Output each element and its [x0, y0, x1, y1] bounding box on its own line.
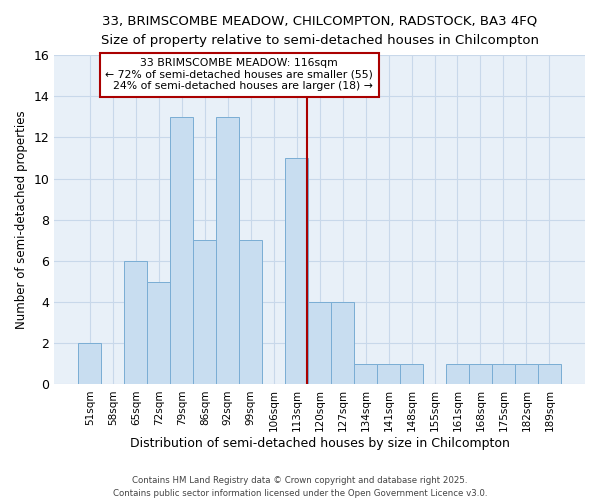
Bar: [239, 240, 262, 384]
Bar: [308, 302, 331, 384]
Bar: [492, 364, 515, 384]
Bar: [377, 364, 400, 384]
Title: 33, BRIMSCOMBE MEADOW, CHILCOMPTON, RADSTOCK, BA3 4FQ
Size of property relative : 33, BRIMSCOMBE MEADOW, CHILCOMPTON, RADS…: [101, 15, 539, 47]
Bar: [446, 364, 469, 384]
Bar: [170, 117, 193, 384]
Text: 33 BRIMSCOMBE MEADOW: 116sqm  
← 72% of semi-detached houses are smaller (55)
  : 33 BRIMSCOMBE MEADOW: 116sqm ← 72% of se…: [105, 58, 373, 92]
Y-axis label: Number of semi-detached properties: Number of semi-detached properties: [15, 110, 28, 329]
Bar: [124, 261, 148, 384]
Bar: [469, 364, 492, 384]
Bar: [400, 364, 423, 384]
Bar: [79, 344, 101, 384]
Bar: [515, 364, 538, 384]
Bar: [285, 158, 308, 384]
Bar: [331, 302, 354, 384]
Bar: [538, 364, 561, 384]
X-axis label: Distribution of semi-detached houses by size in Chilcompton: Distribution of semi-detached houses by …: [130, 437, 509, 450]
Text: Contains HM Land Registry data © Crown copyright and database right 2025.
Contai: Contains HM Land Registry data © Crown c…: [113, 476, 487, 498]
Bar: [216, 117, 239, 384]
Bar: [354, 364, 377, 384]
Bar: [148, 282, 170, 385]
Bar: [193, 240, 216, 384]
